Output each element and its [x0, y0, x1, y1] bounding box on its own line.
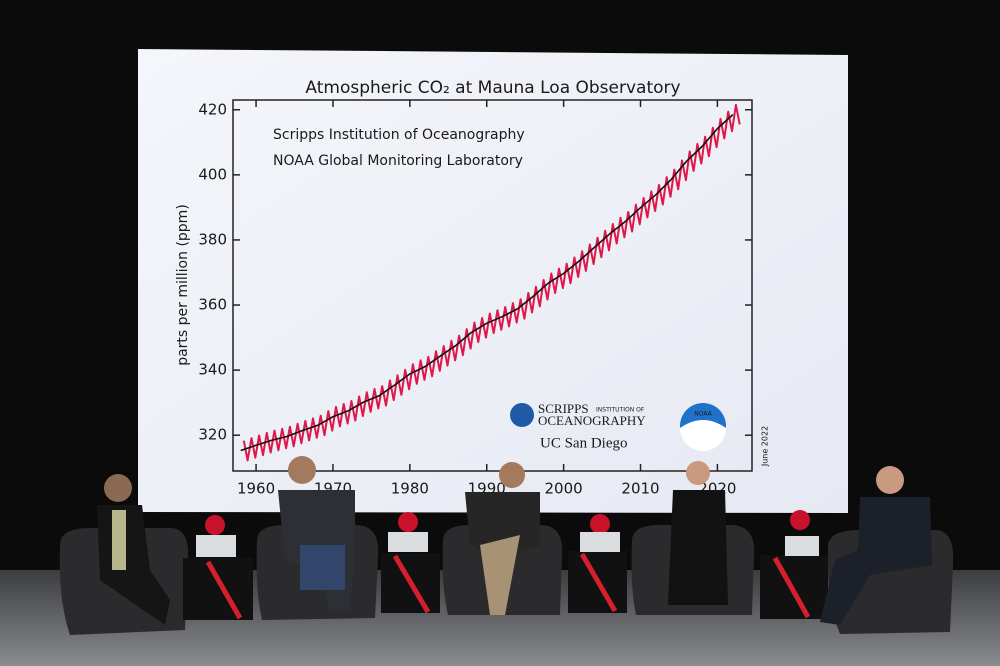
- x-tick-label: 1980: [391, 480, 429, 498]
- logo-text: SCRIPPS: [538, 401, 589, 416]
- person: [465, 462, 540, 615]
- scripps-globe: [510, 403, 534, 427]
- date-note: June 2022: [761, 426, 770, 467]
- y-tick-label: 420: [198, 100, 227, 118]
- table-stripe: [772, 556, 811, 619]
- x-tick-label: 2000: [545, 480, 583, 498]
- logo-text: NOAA: [694, 411, 712, 418]
- logo-text: INSTITUTION OF: [596, 407, 645, 414]
- logo-text: OCEANOGRAPHY: [538, 413, 646, 428]
- person: [278, 456, 355, 612]
- person: [97, 474, 170, 625]
- table: [183, 558, 253, 620]
- stage-set: [59, 456, 954, 635]
- series-line: [240, 114, 734, 452]
- y-tick-label: 320: [198, 426, 227, 444]
- annotation: Scripps Institution of Oceanography: [273, 127, 525, 143]
- chart-title: Atmospheric CO₂ at Mauna Loa Observatory: [305, 78, 680, 98]
- projection-screen: [138, 49, 848, 513]
- y-tick-label: 340: [198, 361, 227, 379]
- x-tick-label: 1960: [237, 480, 275, 498]
- y-tick-label: 400: [198, 165, 227, 183]
- y-tick-label: 380: [198, 230, 227, 248]
- side-tables: [183, 551, 828, 620]
- plot-frame: [232, 99, 753, 472]
- person: [668, 461, 728, 605]
- table-stripe: [392, 554, 431, 614]
- table-stripe: [205, 560, 243, 620]
- x-tick-label: 2010: [621, 480, 659, 498]
- flowers: [205, 510, 810, 535]
- glasses: [196, 532, 819, 557]
- noaa-wave: [680, 420, 726, 451]
- y-tick-label: 360: [198, 296, 227, 314]
- panelists: [97, 456, 932, 625]
- series-line: [242, 103, 741, 462]
- y-axis-label: parts per million (ppm): [175, 204, 191, 366]
- logo-text: UC San Diego: [540, 435, 628, 451]
- person: [820, 466, 932, 625]
- annotation: NOAA Global Monitoring Laboratory: [273, 153, 523, 169]
- table-stripe: [579, 552, 618, 613]
